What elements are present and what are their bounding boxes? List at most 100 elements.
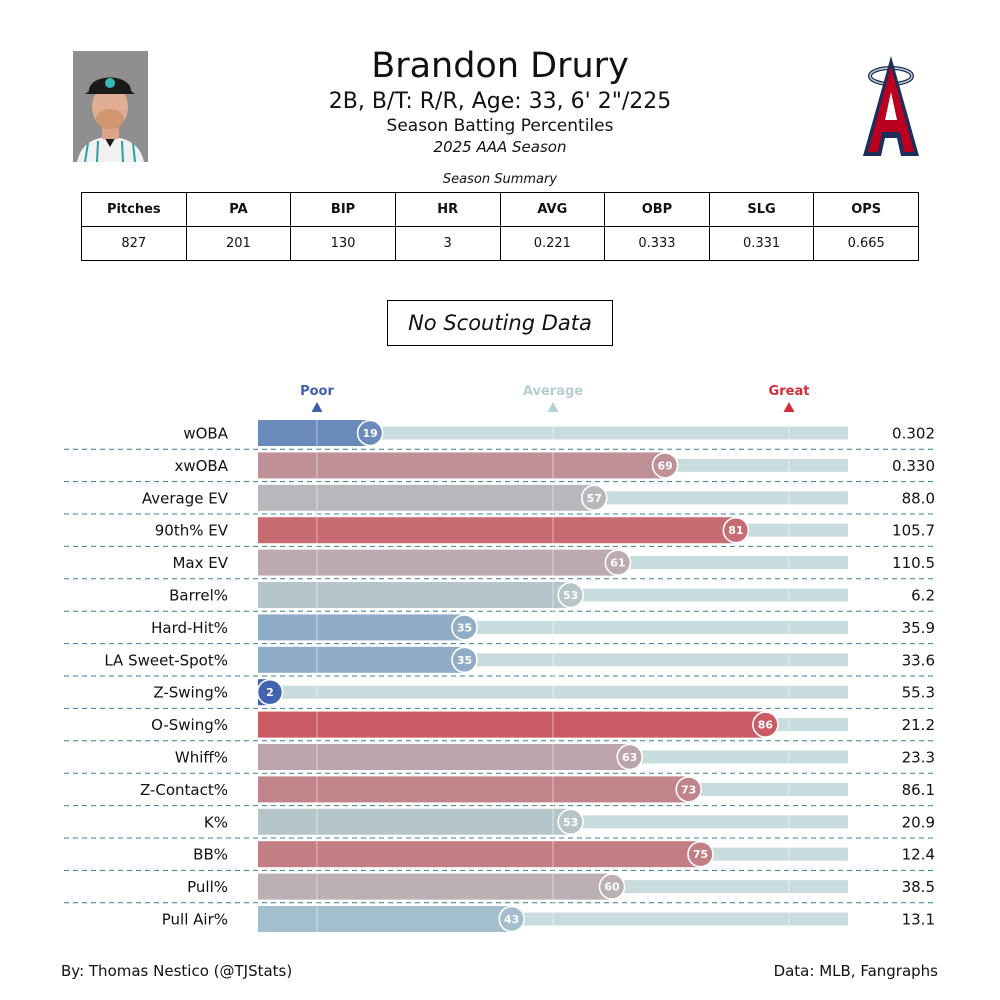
percentile-bar	[258, 484, 595, 511]
category-label: xwOBA	[174, 457, 228, 475]
percentile-marker	[256, 678, 284, 706]
percentile-label: 43	[504, 913, 519, 926]
stat-value: 20.9	[902, 813, 935, 831]
player-headshot	[73, 51, 148, 162]
summary-header: OBP	[604, 192, 710, 227]
footer-source: Data: MLB, Fangraphs	[773, 962, 938, 980]
summary-value: 0.331	[708, 226, 815, 261]
category-label: Z-Swing%	[153, 684, 228, 702]
player-bio: 2B, B/T: R/R, Age: 33, 6' 2"/225	[328, 89, 672, 114]
percentile-bar	[258, 420, 371, 446]
percentile-marker	[651, 452, 679, 479]
percentile-label: 60	[604, 881, 620, 894]
summary-value: 0.221	[499, 226, 606, 261]
percentile-bar	[258, 646, 465, 673]
stat-value: 13.1	[902, 911, 935, 929]
percentile-marker	[557, 808, 585, 836]
category-label: Pull Air%	[162, 911, 228, 929]
percentile-bar	[258, 452, 666, 479]
percentile-label: 35	[457, 654, 472, 667]
stat-value: 21.2	[902, 716, 935, 734]
title-block: Brandon Drury 2B, B/T: R/R, Age: 33, 6' …	[0, 44, 1000, 157]
footer-credit: By: Thomas Nestico (@TJStats)	[61, 962, 293, 980]
percentile-bar	[258, 776, 689, 803]
season-summary-table: Pitches PA BIP HR AVG OBP SLG OPS 827 20…	[81, 192, 919, 261]
percentile-marker	[557, 581, 585, 609]
percentile-label: 53	[563, 589, 578, 602]
category-label: wOBA	[183, 425, 228, 443]
reference-marker-triangle	[783, 402, 795, 412]
summary-value: 0.665	[813, 226, 919, 261]
stat-value: 12.4	[902, 846, 935, 864]
percentile-marker	[580, 484, 608, 512]
percentile-bar	[258, 906, 512, 932]
stat-value: 105.7	[892, 522, 935, 540]
percentile-label: 61	[610, 557, 625, 570]
percentile-label: 75	[693, 848, 708, 861]
summary-header: AVG	[499, 192, 606, 227]
summary-value: 0.333	[604, 226, 710, 261]
reference-marker-label: Average	[523, 384, 583, 399]
category-label: K%	[204, 813, 228, 831]
summary-header: PA	[185, 192, 292, 227]
stat-value: 110.5	[892, 554, 935, 572]
stat-value: 86.1	[902, 781, 935, 799]
category-label: O-Swing%	[151, 716, 228, 734]
percentile-marker	[604, 549, 632, 576]
summary-header: BIP	[290, 192, 396, 227]
category-label: Whiff%	[175, 749, 228, 767]
category-label: 90th% EV	[155, 522, 229, 540]
percentile-marker	[451, 614, 478, 641]
percentile-label: 69	[657, 459, 672, 472]
stat-value: 0.302	[892, 425, 935, 443]
category-label: Pull%	[187, 878, 228, 896]
category-label: Average EV	[142, 489, 229, 507]
reference-marker-triangle	[547, 402, 559, 412]
percentile-label: 53	[563, 816, 578, 829]
category-label: Barrel%	[169, 587, 228, 605]
category-label: Z-Contact%	[140, 781, 228, 799]
percentile-marker	[687, 840, 714, 868]
player-headshot-image	[73, 51, 148, 162]
percentile-marker	[498, 905, 526, 933]
stat-value: 6.2	[911, 587, 935, 605]
percentile-bar	[258, 841, 701, 868]
percentile-marker	[451, 646, 478, 674]
reference-marker-label: Poor	[300, 384, 334, 399]
percentile-marker	[752, 711, 779, 738]
stat-value: 33.6	[902, 651, 935, 669]
summary-value-row: 827 201 130 3 0.221 0.333 0.331 0.665	[81, 226, 919, 261]
percentile-label: 86	[758, 719, 774, 732]
angels-logo-image	[863, 56, 919, 156]
category-label: Hard-Hit%	[151, 619, 228, 637]
stat-value: 38.5	[902, 878, 935, 896]
summary-header: Pitches	[81, 192, 187, 227]
summary-header: SLG	[708, 192, 815, 227]
stat-value: 0.330	[892, 457, 935, 475]
scouting-box: No Scouting Data	[387, 300, 613, 346]
chart-subtitle: Season Batting Percentiles	[386, 116, 614, 136]
summary-caption: Season Summary	[442, 172, 558, 187]
summary-value: 827	[81, 226, 187, 261]
percentile-marker	[356, 419, 384, 447]
percentile-label: 35	[457, 621, 472, 634]
percentile-label: 57	[587, 492, 602, 505]
team-logo	[855, 52, 927, 158]
percentile-bar	[258, 873, 612, 900]
season-label: 2025 AAA Season	[433, 138, 567, 156]
summary-value: 130	[290, 226, 396, 261]
percentile-label: 81	[728, 524, 743, 537]
summary-header: HR	[394, 192, 501, 227]
percentile-bar	[258, 582, 571, 608]
category-label: Max EV	[172, 554, 228, 572]
percentile-marker	[598, 873, 626, 900]
summary-header-row: Pitches PA BIP HR AVG OBP SLG OPS	[81, 192, 919, 227]
stat-value: 23.3	[902, 749, 935, 767]
percentile-bar	[258, 614, 465, 641]
percentile-bar	[258, 744, 630, 770]
percentile-label: 73	[681, 783, 696, 796]
percentile-bar	[258, 549, 618, 576]
percentile-marker	[675, 776, 703, 803]
percentile-bar	[258, 711, 766, 738]
reference-marker-triangle	[311, 402, 323, 412]
